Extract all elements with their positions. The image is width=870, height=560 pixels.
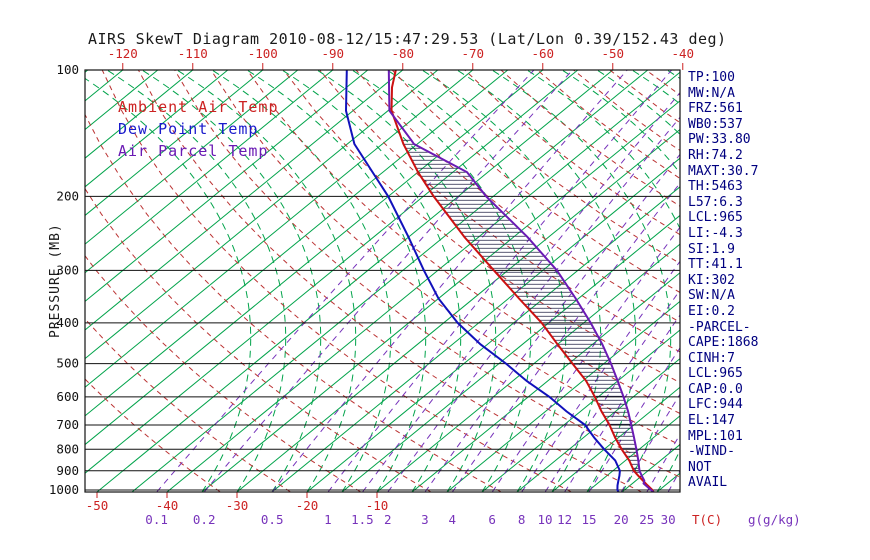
legend-item-air-parcel-temp: Air Parcel Temp — [118, 142, 269, 160]
stat-line: SI:1.9 — [688, 241, 735, 257]
pressure-gridlines — [85, 70, 680, 491]
stat-line: -WIND- — [688, 444, 735, 460]
pressure-tick-label: 300 — [56, 262, 79, 277]
bottom-temp-tick-label: -30 — [226, 498, 249, 513]
mixing-ratio-tick-label: 8 — [518, 512, 526, 527]
stat-line: LCL:965 — [688, 210, 743, 226]
pressure-tick-label: 400 — [56, 315, 79, 330]
top-temp-tick-label: -110 — [178, 46, 208, 61]
dew-point-temp-curve — [344, 70, 621, 492]
bottom-temp-tick-label: -40 — [156, 498, 179, 513]
stat-line: CAP:0.0 — [688, 381, 743, 397]
stat-line: LI:-4.3 — [688, 225, 743, 241]
top-temp-tick-label: -70 — [461, 46, 484, 61]
stat-line: NOT — [688, 459, 712, 475]
mixing-ratio-tick-label: 10 — [537, 512, 552, 527]
mixing-ratio-tick-label: 1.5 — [351, 512, 374, 527]
cape-hatch — [402, 139, 643, 477]
pressure-tick-labels: 100 200 300 400 500 600 700 800 900 1000 — [49, 62, 79, 497]
legend-item-dew-point-temp: Dew Point Temp — [118, 120, 259, 138]
stat-line: EL:147 — [688, 413, 735, 429]
top-temp-tick-label: -120 — [108, 46, 138, 61]
stat-line: FRZ:561 — [688, 101, 743, 117]
mixing-ratio-tick-label: 20 — [614, 512, 629, 527]
stat-line: SW:N/A — [688, 288, 735, 304]
stat-line: MPL:101 — [688, 428, 743, 444]
mixing-axis-caption: g(g/kg) — [748, 512, 801, 527]
stat-line: AVAIL — [688, 475, 728, 491]
stat-line: WB0:537 — [688, 116, 743, 132]
pressure-tick-label: 700 — [56, 417, 79, 432]
moist-adiabat-lines — [85, 70, 680, 492]
stat-line: MW:N/A — [688, 85, 735, 101]
mixing-ratio-tick-label: 6 — [488, 512, 496, 527]
mixing-ratio-tick-label: 30 — [661, 512, 676, 527]
stat-line: -PARCEL- — [688, 319, 751, 335]
pressure-tick-label: 900 — [56, 463, 79, 478]
chart-title: AIRS SkewT Diagram 2010-08-12/15:47:29.5… — [88, 30, 727, 48]
top-temp-tick-label: -50 — [601, 46, 624, 61]
pressure-tick-label: 100 — [56, 62, 79, 77]
mixing-ratio-tick-label: 0.2 — [193, 512, 216, 527]
mixing-ratio-tick-label: 15 — [581, 512, 596, 527]
top-temp-tick-label: -40 — [671, 46, 694, 61]
mixing-ratio-tick-label: 25 — [639, 512, 654, 527]
stat-line: KI:302 — [688, 272, 735, 288]
top-temp-tick-label: -100 — [248, 46, 278, 61]
pressure-tick-label: 800 — [56, 441, 79, 456]
air-parcel-temp-curve — [387, 70, 655, 492]
stat-line: TP:100 — [688, 70, 735, 85]
plot-border — [84, 69, 681, 493]
stat-line: CAPE:1868 — [688, 335, 759, 351]
temp-axis-caption: T(C) — [692, 512, 722, 527]
ambient-air-temp-curve — [390, 70, 655, 492]
stat-line: CINH:7 — [688, 350, 735, 366]
legend-item-ambient-air-temp: Ambient Air Temp — [118, 98, 279, 116]
mixing-ratio-tick-label: 3 — [421, 512, 429, 527]
bottom-temp-tick-label: -10 — [366, 498, 389, 513]
stat-line: TH:5463 — [688, 179, 743, 195]
stats-panel: TP:100 MW:N/A FRZ:561 WB0:537 PW:33.80 RH:74.… — [688, 70, 758, 491]
pressure-tick-label: 200 — [56, 188, 79, 203]
mixing-ratio-tick-label: 1 — [324, 512, 332, 527]
mixing-ratio-labels: 0.1 0.2 0.5 1 1.5 2 3 4 6 8 10 12 15 20 25 30 — [145, 512, 675, 527]
pressure-tick-label: 600 — [56, 389, 79, 404]
legend: Ambient Air Temp Dew Point Temp Air Parcel… — [118, 98, 279, 164]
mixing-ratio-tick-label: 2 — [384, 512, 392, 527]
stat-line: L57:6.3 — [688, 194, 743, 210]
mixing-ratio-tick-label: 12 — [557, 512, 572, 527]
bottom-temp-tick-label: -50 — [86, 498, 109, 513]
stat-line: EI:0.2 — [688, 303, 735, 319]
mixing-ratio-tick-label: 0.5 — [261, 512, 284, 527]
stat-line: MAXT:30.7 — [688, 163, 759, 179]
pressure-tick-label: 500 — [56, 356, 79, 371]
stat-line: TT:41.1 — [688, 257, 743, 273]
isotherm-lines — [85, 70, 680, 492]
pressure-tick-label: 1000 — [49, 482, 79, 497]
top-temp-tick-label: -80 — [391, 46, 414, 61]
bottom-temp-tick-label: -20 — [296, 498, 319, 513]
plot-area — [85, 70, 680, 492]
mixing-ratio-tick-label: 4 — [449, 512, 457, 527]
stat-line: LFC:944 — [688, 397, 743, 413]
mixing-ratio-tick-label: 0.1 — [145, 512, 168, 527]
pressure-axis-label: PRESSURE (MB) — [48, 223, 63, 338]
top-temp-tick-label: -60 — [531, 46, 554, 61]
stat-line: LCL:965 — [688, 366, 743, 382]
stat-line: RH:74.2 — [688, 147, 743, 163]
stat-line: PW:33.80 — [688, 132, 751, 148]
top-temp-axis: -120 -110 -100 -90 -80 -70 -60 -50 -40 — [108, 46, 694, 70]
bottom-temp-axis: -50 -40 -30 -20 -10 — [86, 492, 389, 513]
top-temp-tick-label: -90 — [321, 46, 344, 61]
